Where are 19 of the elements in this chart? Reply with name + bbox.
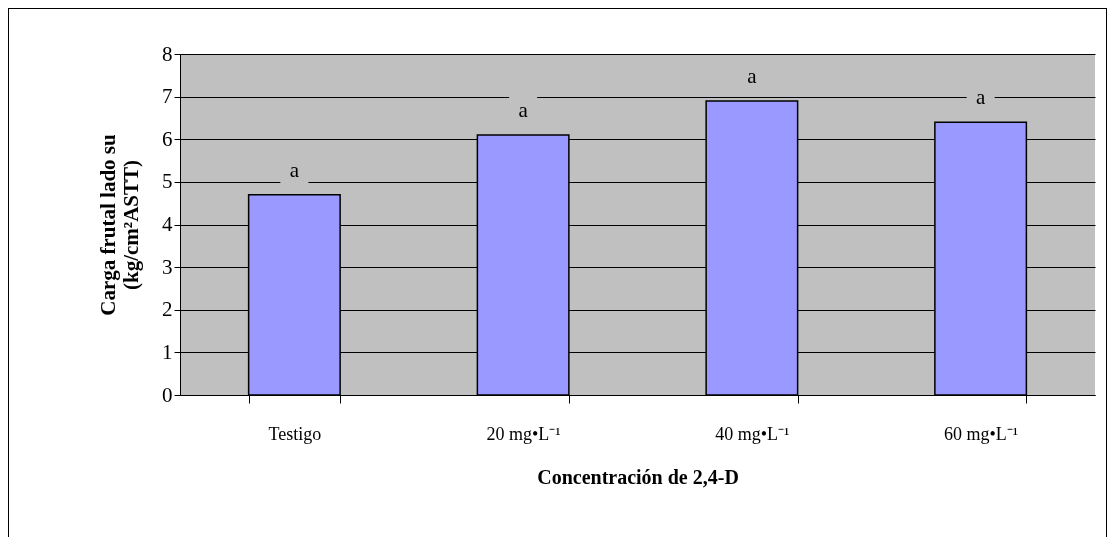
y-tick-label: 4 [162,212,173,236]
y-tick-label: 2 [162,297,173,322]
x-tick-label: Testigo [268,423,322,444]
annotation: a [518,97,529,122]
y-tick-label: 3 [162,254,173,279]
y-axis-title: Carga frutal lado su (kg/cm²ASTT) [96,133,143,316]
annotation: a [975,85,986,110]
y-tick-label: 5 [162,169,173,194]
x-tick-label: 60 mg•L⁻¹ [944,423,1019,444]
y-tick-label: 1 [162,339,173,364]
annotation: a [289,157,300,182]
x-tick-label: 40 mg•L⁻¹ [715,423,790,444]
x-tick-label: 20 mg•L⁻¹ [486,423,561,444]
y-tick-label: 6 [162,126,173,151]
y-tick-label: 8 [162,41,173,66]
x-axis-title: Concentración de 2,4-D [537,465,739,488]
y-tick-label: 0 [162,382,173,407]
y-tick-label: 7 [162,84,173,109]
annotation: a [747,63,758,88]
